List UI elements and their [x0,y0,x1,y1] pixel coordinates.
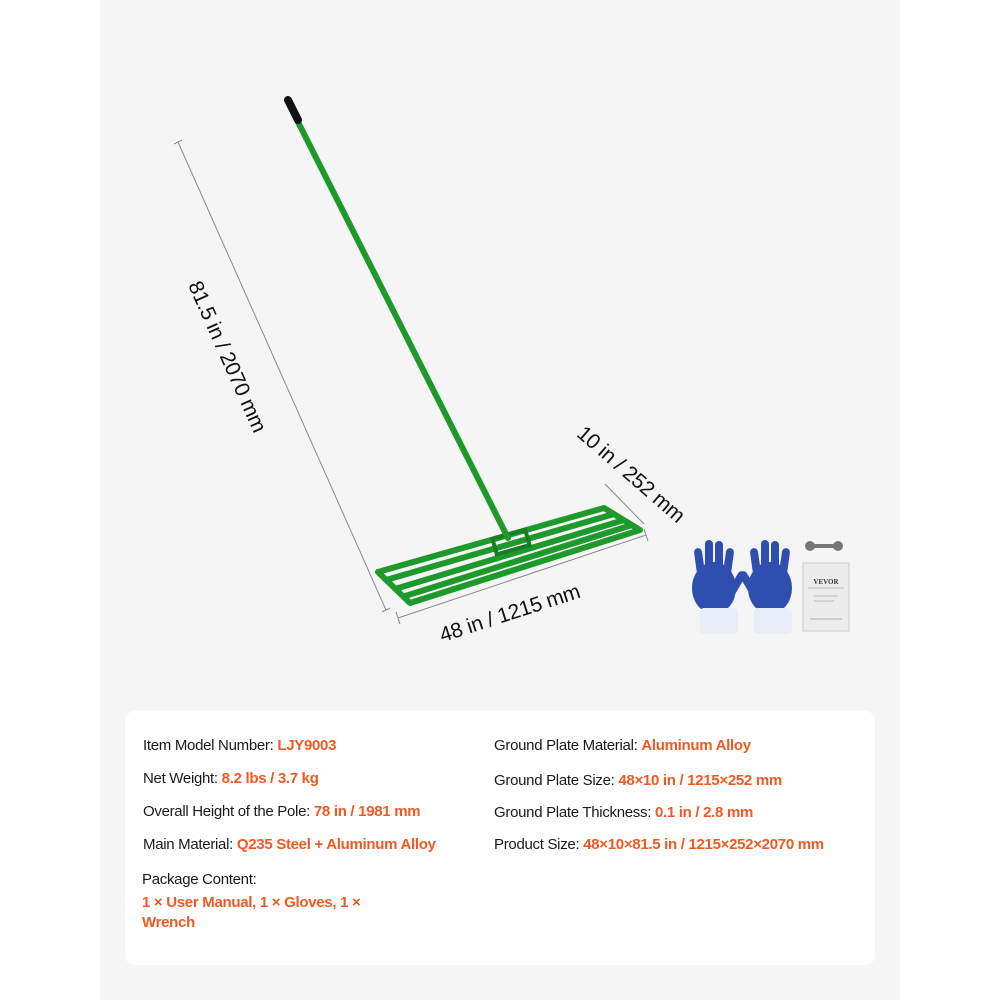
gloves-icon [692,540,792,634]
spec-plate-size: Ground Plate Size: 48×10 in / 1215×252 m… [494,772,782,789]
rake-frame [375,505,643,606]
spec-plate-material: Ground Plate Material: Aluminum Alloy [494,737,751,754]
spec-plate-thickness: Ground Plate Thickness: 0.1 in / 2.8 mm [494,804,753,821]
spec-item-model: Item Model Number: LJY9003 [143,737,337,754]
spec-net-weight: Net Weight: 8.2 lbs / 3.7 kg [143,770,319,787]
dimension-lines [173,139,649,625]
rake-pole [293,115,511,541]
width-dimension-line [397,534,647,619]
spec-product-size: Product Size: 48×10×81.5 in / 1215×252×2… [494,836,824,853]
depth-dimension-line [604,483,645,525]
spec-main-material: Main Material: Q235 Steel + Aluminum All… [143,836,436,853]
user-manual-icon: VEVOR [802,562,850,632]
svg-text:VEVOR: VEVOR [813,578,839,586]
spec-package-content: Package Content: 1 × User Manual, 1 × Glo… [142,871,361,931]
specs-card: Item Model Number: LJY9003 Net Weight: 8… [125,711,875,965]
wrench-icon [805,541,843,551]
height-dimension-line [177,141,387,611]
pole-grip [284,96,302,124]
spec-pole-height: Overall Height of the Pole: 78 in / 1981… [143,803,421,820]
